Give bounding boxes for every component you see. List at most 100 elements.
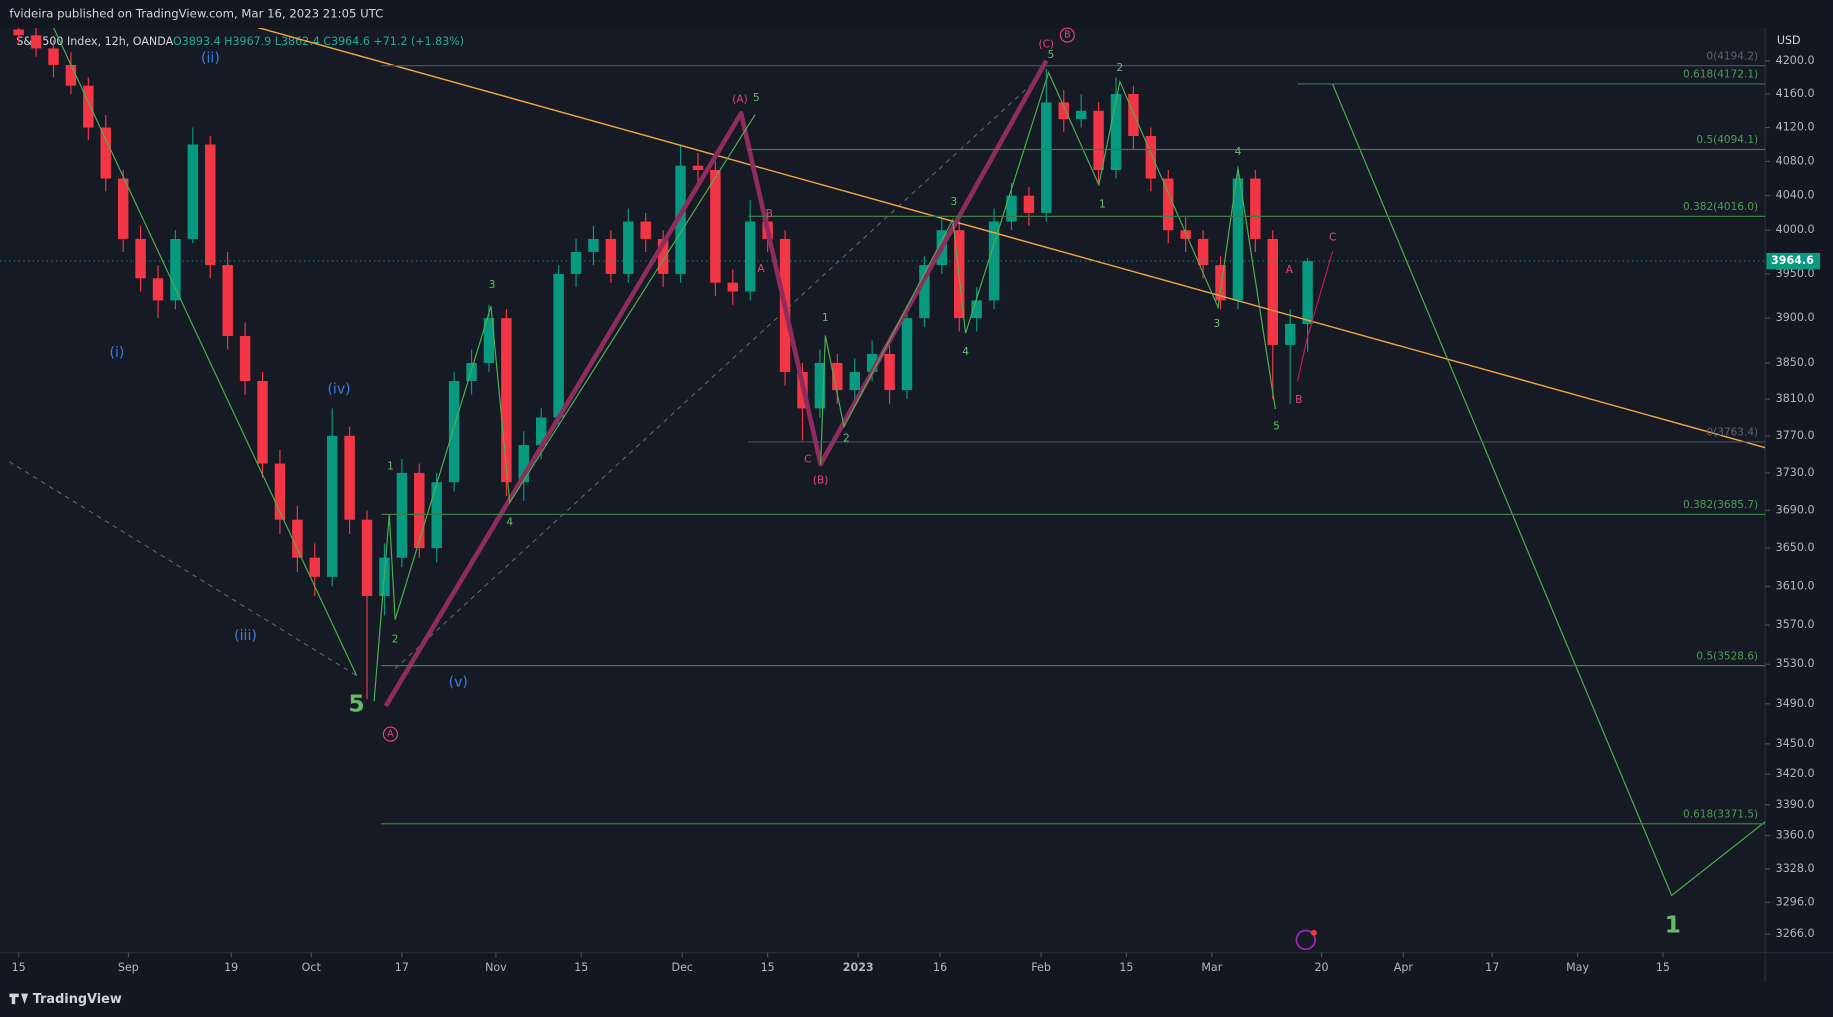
y-tick-label: 3730.0 [1776,466,1815,479]
candle-body [483,318,495,363]
wave-label: (i) [110,345,125,361]
candle-body [1023,195,1035,213]
candle-body [675,165,686,274]
candle-body [866,353,878,372]
candle-body [1110,94,1122,170]
candle-body [30,35,42,49]
x-tick-label: 15 [12,961,26,974]
candle-body [971,300,982,319]
wave-label: 1 [1099,199,1106,211]
ohlc: O3893.4 H3967.9 L3862.4 C3964.6 +71.2 (+… [173,35,464,48]
candle-body [657,238,669,274]
y-tick-label: 4120.0 [1776,121,1815,134]
fib-label: 0.618(4172.1) [1683,69,1758,81]
candle-body [727,282,739,292]
wave-line [373,114,756,702]
candle-body [1180,230,1191,239]
y-tick-label: 3390.0 [1776,798,1815,811]
wave-label: 2 [392,633,399,645]
candle-body [361,519,373,597]
candle-body [414,472,425,549]
y-tick-label: 3360.0 [1776,829,1815,842]
y-tick-label: 3690.0 [1776,503,1815,516]
wave-label: (iv) [327,381,350,397]
candle-body [535,417,547,446]
event-icon[interactable] [1295,929,1316,951]
candle-body [988,221,1000,301]
candle-body [901,318,913,391]
wave-label: 1 [1665,910,1681,938]
candle-body [640,221,651,239]
candle-body [170,238,181,301]
candle-body [466,362,477,382]
x-tick-label: May [1566,961,1589,974]
candle-body [623,221,634,274]
wave-label: 2 [843,432,850,444]
candle-body [588,238,599,252]
candle-body [83,85,94,128]
last-price-label: 3964.6 [1771,254,1814,267]
candle-body [1284,324,1296,345]
candle-body [1302,261,1313,325]
wave-line [820,70,1276,465]
wave-label: 3 [951,196,958,208]
y-tick-label: 3420.0 [1776,767,1815,780]
candle-body [274,463,286,520]
wave-label: 4 [962,346,969,358]
candle-body [1145,136,1157,179]
candle-body [309,557,320,577]
x-tick-label: 15 [1656,961,1670,974]
y-tick-label: 3450.0 [1776,737,1815,750]
wave-label: (v) [449,675,468,691]
symbol: S&P 500 Index, 12h, OANDA [16,35,173,48]
candle-body [13,29,24,36]
wave-label: (iii) [234,628,257,644]
candle-body [344,435,355,520]
candle-body [1250,178,1261,239]
candle-body [1041,102,1052,213]
wave-label: (A) [732,93,747,105]
wave-label: 3 [489,279,496,291]
x-tick-label: 17 [1485,961,1499,974]
candle-body [326,435,338,577]
dashed-trend [9,461,357,677]
candle-body [1215,265,1226,301]
wave-label: 4 [506,517,513,529]
plot-area [0,28,1766,953]
wave-label: 3 [1214,318,1221,330]
candle-body [1267,238,1278,345]
wave-circle [382,726,399,742]
candle-body [205,144,216,266]
y-tick-label: 3950.0 [1776,267,1815,280]
candle-body [1093,110,1104,170]
y-tick-label: 3610.0 [1776,579,1815,592]
x-tick-label: 15 [574,961,588,974]
x-tick-label: Oct [302,961,322,974]
x-tick-label: 2023 [843,961,874,974]
candle-body [100,127,111,179]
candle-body [1128,94,1139,137]
fib-label: 0(4194.2) [1706,50,1758,62]
candle-body [152,278,164,301]
x-tick-label: Mar [1201,961,1222,974]
candle-body [1163,178,1174,231]
fib-label: 0(3763.4) [1706,427,1758,439]
wave-label: A [757,263,765,275]
last-price-tag [1766,252,1821,270]
x-tick-label: 17 [395,961,409,974]
wave-label: C [1329,231,1336,243]
currency: USD [1777,34,1801,47]
candle-body [135,238,146,279]
y-tick-label: 3850.0 [1776,356,1815,369]
candle-body [396,472,408,558]
candle-body [448,381,460,483]
y-tick-label: 3900.0 [1776,311,1815,324]
event-dot [1311,929,1317,936]
fib-label: 0.5(3528.6) [1696,650,1758,662]
wave-label: 2 [1117,62,1124,74]
candle-body [257,381,268,464]
fib-label: 0.382(3685.7) [1683,499,1758,511]
x-tick-label: Apr [1394,961,1414,974]
